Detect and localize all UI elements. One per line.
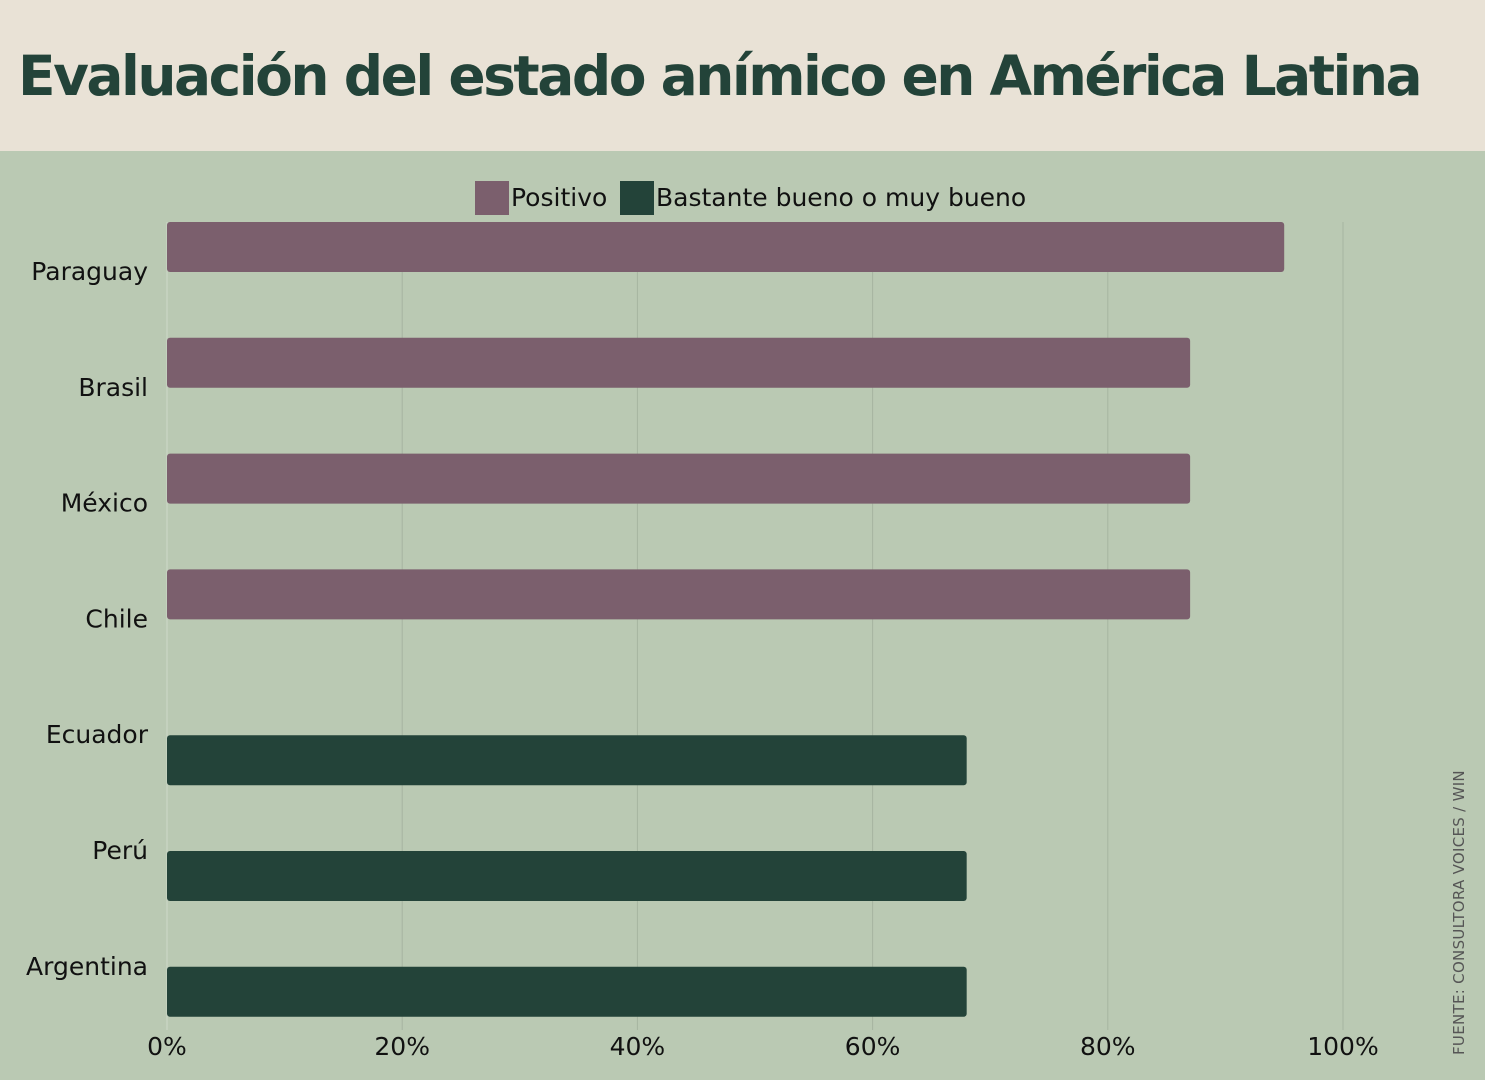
bar-positivo-paraguay — [167, 222, 1285, 272]
x-tick-label: 60% — [845, 1032, 901, 1061]
x-tick-label: 40% — [610, 1032, 666, 1061]
legend-label-bastante: Bastante bueno o muy bueno — [656, 183, 1026, 212]
x-tick-label: 100% — [1307, 1032, 1378, 1061]
bar-bastante-perú — [167, 851, 967, 901]
legend-swatch-positivo — [475, 181, 509, 215]
chart-title: Evaluación del estado anímico en América… — [18, 44, 1423, 108]
bar-bastante-argentina — [167, 966, 967, 1017]
x-tick-label: 80% — [1080, 1032, 1136, 1061]
bar-bastante-ecuador — [167, 735, 967, 786]
category-label: Ecuador — [46, 720, 149, 749]
category-label: Chile — [85, 604, 148, 633]
legend: Positivo Bastante bueno o muy bueno — [475, 181, 1026, 215]
x-tick-label: 0% — [147, 1032, 187, 1061]
bar-positivo-chile — [167, 569, 1191, 620]
category-label: Perú — [92, 836, 148, 865]
category-label: Paraguay — [31, 257, 148, 286]
bar-positivo-brasil — [167, 337, 1191, 388]
category-label: México — [61, 489, 148, 518]
bar-positivo-méxico — [167, 453, 1191, 504]
x-tick-label: 20% — [374, 1032, 430, 1061]
legend-label-positivo: Positivo — [511, 183, 607, 212]
header-band: Evaluación del estado anímico en América… — [0, 0, 1485, 151]
category-label: Brasil — [78, 373, 148, 402]
category-label: Argentina — [26, 952, 148, 981]
source-note: FUENTE: CONSULTORA VOICES / WIN — [1450, 770, 1468, 1055]
legend-swatch-bastante — [620, 181, 654, 215]
bar-chart: Paraguay Brasil México Chile Ecuador Perú Arge… — [26, 181, 1468, 1061]
